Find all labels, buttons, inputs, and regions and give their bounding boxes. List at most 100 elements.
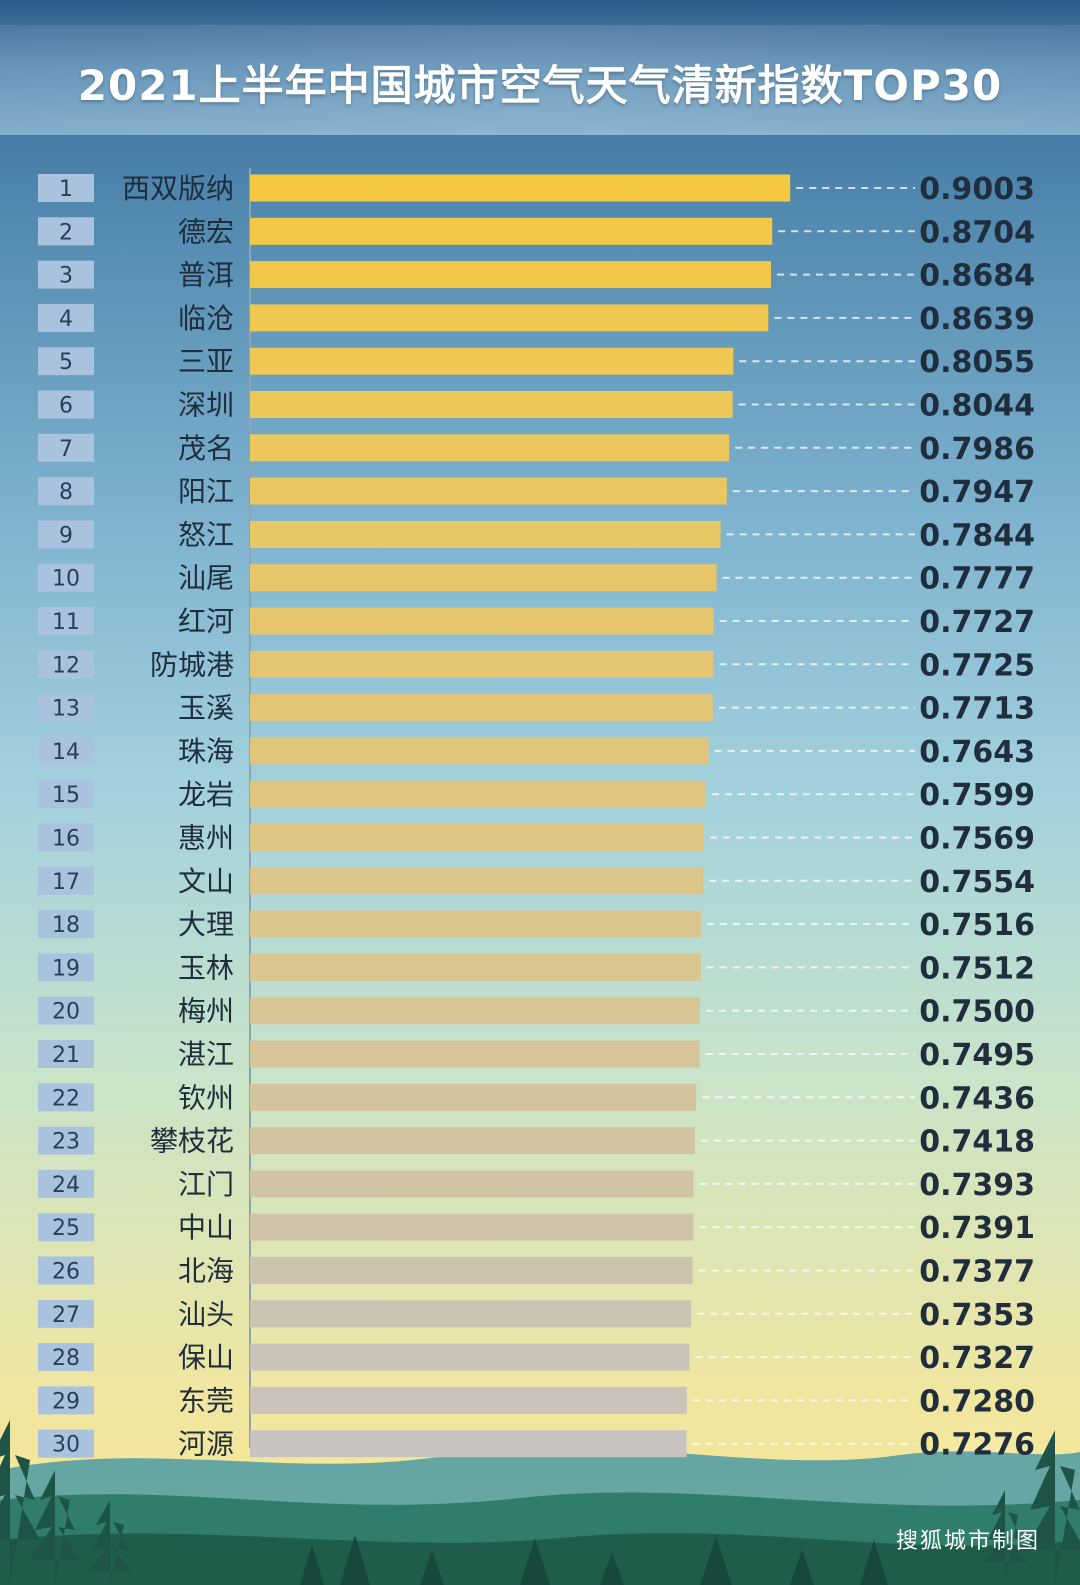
city-label: 普洱 [178, 259, 234, 292]
value-label: 0.7516 [919, 908, 1035, 943]
value-label: 0.8044 [919, 389, 1035, 424]
rank-badge [38, 780, 94, 809]
city-label: 大理 [178, 908, 234, 941]
rank-label: 13 [52, 697, 80, 722]
value-label: 0.7327 [919, 1341, 1035, 1376]
rank-label: 5 [59, 350, 73, 375]
value-label: 0.7377 [919, 1255, 1035, 1290]
value-label: 0.7643 [919, 735, 1035, 770]
city-label: 梅州 [178, 995, 234, 1028]
value-label: 0.8704 [919, 215, 1035, 250]
value-label: 0.7554 [919, 865, 1035, 900]
rank-badge [38, 1126, 94, 1155]
city-label: 湛江 [178, 1038, 234, 1071]
rank-label: 26 [52, 1260, 80, 1285]
value-label: 0.7495 [919, 1038, 1035, 1073]
bar [250, 261, 772, 289]
trees-right [984, 1430, 1080, 1585]
rank-label: 3 [59, 264, 73, 289]
value-label: 0.7393 [919, 1168, 1035, 1203]
bar [250, 1343, 690, 1371]
value-label: 0.7844 [919, 518, 1035, 553]
rank-badge [38, 736, 94, 765]
city-label: 玉林 [178, 951, 234, 984]
value-label: 0.8055 [919, 345, 1035, 380]
bar [250, 391, 733, 418]
bar [250, 174, 791, 202]
rank-label: 25 [52, 1216, 80, 1241]
city-label: 三亚 [178, 345, 234, 378]
bar [250, 953, 701, 981]
rank-label: 4 [59, 307, 73, 332]
bar [250, 1430, 687, 1458]
city-label: 东莞 [178, 1384, 234, 1417]
value-label: 0.8684 [919, 259, 1035, 294]
bar [250, 1127, 696, 1155]
city-label: 汕尾 [178, 562, 234, 595]
city-label: 惠州 [178, 822, 234, 855]
rank-badge [38, 1213, 94, 1242]
rank-badge [38, 1040, 94, 1068]
rank-badge [38, 390, 94, 419]
bar [250, 477, 727, 505]
city-label: 西双版纳 [122, 172, 234, 205]
city-label: 北海 [178, 1255, 234, 1288]
value-label: 0.7986 [919, 432, 1035, 467]
bar [250, 867, 704, 895]
bar [250, 564, 717, 592]
rank-label: 22 [52, 1086, 80, 1111]
rank-badge [38, 1083, 94, 1112]
rank-label: 14 [52, 740, 80, 765]
city-label: 玉溪 [178, 692, 234, 725]
rank-label: 20 [52, 1000, 80, 1025]
bar [250, 997, 700, 1025]
city-label: 中山 [178, 1211, 234, 1244]
bar [250, 694, 713, 722]
city-label: 防城港 [150, 648, 234, 681]
rank-badge [38, 1299, 94, 1328]
value-label: 0.7418 [919, 1125, 1035, 1160]
bar [250, 737, 709, 765]
bar [250, 1386, 687, 1414]
bar [250, 304, 769, 332]
value-label: 0.7276 [919, 1428, 1035, 1463]
rank-label: 10 [52, 567, 80, 592]
bar [250, 1083, 697, 1111]
rank-badge [38, 823, 94, 852]
rank-badge [38, 1256, 94, 1285]
bar [250, 824, 705, 851]
rank-label: 30 [52, 1433, 80, 1458]
value-label: 0.7391 [919, 1211, 1035, 1246]
city-label: 红河 [178, 605, 234, 638]
rank-badge [38, 1386, 94, 1415]
rank-badge [38, 650, 94, 679]
rank-badge [38, 347, 94, 376]
value-label: 0.7777 [919, 562, 1035, 597]
trees-left [0, 1420, 132, 1585]
city-label: 河源 [178, 1428, 234, 1461]
page-title: 2021上半年中国城市空气天气清新指数TOP30 [77, 61, 1003, 110]
bar [250, 1257, 693, 1284]
chart-rows: 1 西双版纳 0.9003 2 德宏 0.8704 3 普洱 0.8684 4 临沧 0.8639 5 三… [38, 172, 1035, 1463]
bar [250, 650, 714, 678]
rank-label: 21 [52, 1043, 80, 1068]
value-label: 0.7569 [919, 822, 1035, 857]
rank-badge [38, 1343, 94, 1372]
city-label: 德宏 [178, 215, 234, 248]
city-label: 攀枝花 [150, 1125, 234, 1158]
rank-label: 7 [59, 437, 73, 462]
city-label: 汕头 [178, 1298, 234, 1331]
rank-label: 19 [52, 956, 80, 981]
rank-label: 27 [52, 1303, 80, 1328]
city-label: 钦州 [178, 1081, 234, 1114]
rank-badge [38, 260, 94, 289]
rank-badge [38, 866, 94, 895]
rank-label: 15 [52, 783, 80, 808]
rank-badge [38, 174, 94, 202]
bar [250, 1040, 700, 1068]
city-label: 怒江 [178, 518, 234, 551]
value-label: 0.7713 [919, 692, 1035, 727]
city-label: 保山 [178, 1341, 234, 1374]
rank-badge [38, 996, 94, 1025]
